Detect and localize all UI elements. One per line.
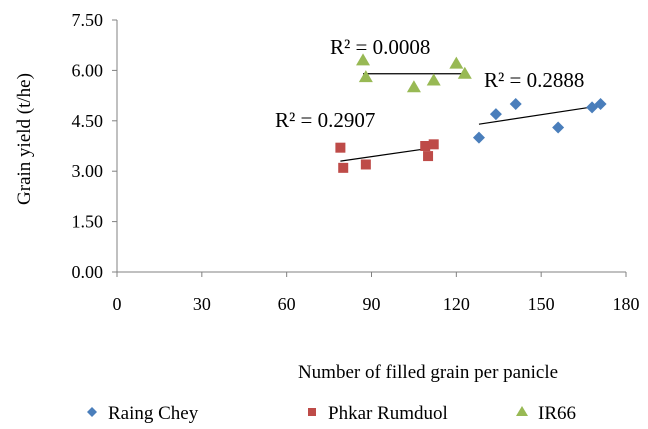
data-point <box>594 98 607 110</box>
x-tick-label: 0 <box>113 294 122 314</box>
x-tick-label: 180 <box>613 294 640 314</box>
y-tick-label: 3.00 <box>72 161 104 181</box>
data-point <box>509 98 522 110</box>
data-point <box>420 141 431 151</box>
legend-label: Raing Chey <box>108 403 199 424</box>
data-point <box>489 108 502 121</box>
y-tick-label: 4.50 <box>72 111 104 131</box>
data-point <box>335 142 346 153</box>
data-point <box>428 139 439 150</box>
y-axis-title: Grain yield (t/he) <box>14 73 35 205</box>
data-point <box>358 70 373 83</box>
data-point <box>449 56 464 69</box>
x-tick-label: 90 <box>363 294 381 314</box>
legend-marker <box>308 408 316 416</box>
y-tick-label: 7.50 <box>72 10 104 30</box>
y-tick-label: 0.00 <box>72 262 104 282</box>
legend: Raing Chey Phkar Rumduol IR66 <box>87 403 576 424</box>
legend-label: IR66 <box>538 403 576 424</box>
data-point <box>457 66 472 79</box>
data-point <box>356 53 371 66</box>
x-tick-label: 30 <box>193 294 211 314</box>
legend-item: IR66 <box>516 403 576 424</box>
data-point <box>406 80 421 93</box>
data-point <box>360 159 371 170</box>
series-ir66: R² = 0.0008 <box>330 35 472 93</box>
legend-item: Phkar Rumduol <box>308 403 448 424</box>
x-tick-label: 60 <box>278 294 296 314</box>
y-tick-label: 1.50 <box>72 212 104 232</box>
plot-area: 0.00 1.50 3.00 4.50 6.00 7.50 0 30 60 90 120 150 180… <box>72 10 640 314</box>
data-point <box>338 162 349 173</box>
r-squared-label: R² = 0.2907 <box>275 108 375 132</box>
data-point <box>426 73 441 86</box>
data-point <box>472 131 485 144</box>
r-squared-label: R² = 0.2888 <box>484 68 584 92</box>
legend-label: Phkar Rumduol <box>328 403 448 424</box>
trendline <box>478 105 601 125</box>
legend-marker <box>516 406 528 416</box>
y-tick-label: 6.00 <box>72 60 104 80</box>
legend-item: Raing Chey <box>87 403 199 424</box>
legend-marker <box>87 407 97 417</box>
x-tick-label: 150 <box>528 294 555 314</box>
trendline <box>340 147 434 162</box>
data-point <box>423 151 434 162</box>
x-axis-title: Number of filled grain per panicle <box>298 362 558 383</box>
data-point <box>552 121 565 134</box>
r-squared-label: R² = 0.0008 <box>330 35 430 59</box>
series-raing-chey: R² = 0.2888 <box>472 68 607 144</box>
series-phkar-rumduol: R² = 0.2907 <box>275 108 439 173</box>
x-tick-label: 120 <box>443 294 470 314</box>
